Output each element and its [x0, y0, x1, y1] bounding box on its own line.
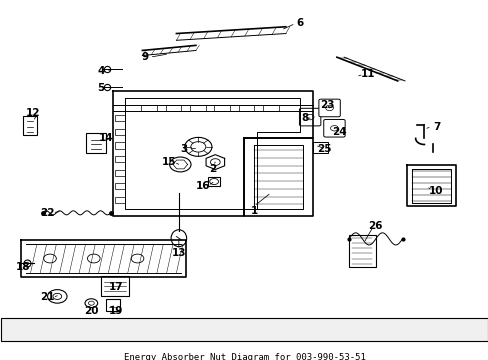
- Circle shape: [43, 254, 56, 263]
- FancyBboxPatch shape: [318, 99, 340, 117]
- Circle shape: [190, 141, 205, 152]
- Circle shape: [87, 254, 100, 263]
- Text: 9: 9: [141, 52, 148, 62]
- Text: 25: 25: [317, 144, 331, 154]
- Bar: [214, 105, 229, 111]
- Text: 5: 5: [97, 83, 104, 93]
- Circle shape: [305, 114, 313, 120]
- Text: 10: 10: [428, 186, 443, 196]
- Text: 6: 6: [296, 18, 304, 28]
- Text: 14: 14: [99, 134, 113, 143]
- Bar: [238, 105, 254, 111]
- Text: 15: 15: [162, 157, 176, 167]
- Text: 7: 7: [432, 122, 439, 131]
- Text: 26: 26: [368, 221, 382, 231]
- Bar: [207, 177, 220, 186]
- Text: 2: 2: [209, 164, 216, 174]
- Ellipse shape: [171, 230, 186, 247]
- Bar: [312, 142, 327, 153]
- Text: 18: 18: [16, 262, 30, 272]
- Text: 17: 17: [108, 282, 122, 292]
- Text: 8: 8: [301, 113, 308, 123]
- Circle shape: [184, 138, 211, 156]
- Bar: [115, 116, 125, 121]
- FancyBboxPatch shape: [323, 120, 345, 137]
- Bar: [115, 156, 125, 162]
- Circle shape: [47, 290, 67, 303]
- Text: 3: 3: [180, 144, 187, 154]
- Circle shape: [330, 126, 338, 131]
- Text: 19: 19: [108, 306, 122, 316]
- Bar: [115, 197, 125, 203]
- Text: 12: 12: [26, 108, 40, 118]
- Bar: [141, 105, 157, 111]
- Bar: [263, 105, 278, 111]
- Circle shape: [209, 179, 218, 185]
- FancyBboxPatch shape: [85, 132, 106, 153]
- Circle shape: [53, 293, 61, 300]
- Circle shape: [88, 301, 94, 305]
- Text: 22: 22: [40, 208, 55, 218]
- Circle shape: [131, 254, 143, 263]
- Circle shape: [325, 105, 333, 111]
- Circle shape: [85, 299, 98, 307]
- Bar: [165, 105, 181, 111]
- Text: 11: 11: [361, 69, 375, 79]
- Bar: [190, 105, 205, 111]
- Bar: [106, 299, 119, 311]
- Text: 21: 21: [40, 292, 55, 302]
- Text: 1: 1: [250, 206, 257, 216]
- Text: Energy Absorber Nut Diagram for 003-990-53-51: Energy Absorber Nut Diagram for 003-990-…: [123, 353, 365, 360]
- Text: 23: 23: [319, 100, 334, 109]
- Text: 4: 4: [97, 66, 104, 76]
- Bar: [23, 116, 37, 135]
- Bar: [348, 235, 375, 267]
- Text: 16: 16: [196, 181, 210, 191]
- Text: 24: 24: [331, 127, 346, 137]
- FancyBboxPatch shape: [1, 318, 487, 341]
- Bar: [115, 183, 125, 189]
- Circle shape: [169, 157, 191, 172]
- Bar: [115, 143, 125, 149]
- Bar: [115, 170, 125, 176]
- Text: 20: 20: [84, 306, 99, 316]
- FancyBboxPatch shape: [299, 108, 320, 126]
- Bar: [101, 276, 129, 296]
- Text: 13: 13: [171, 248, 186, 258]
- Bar: [115, 129, 125, 135]
- Circle shape: [210, 159, 220, 166]
